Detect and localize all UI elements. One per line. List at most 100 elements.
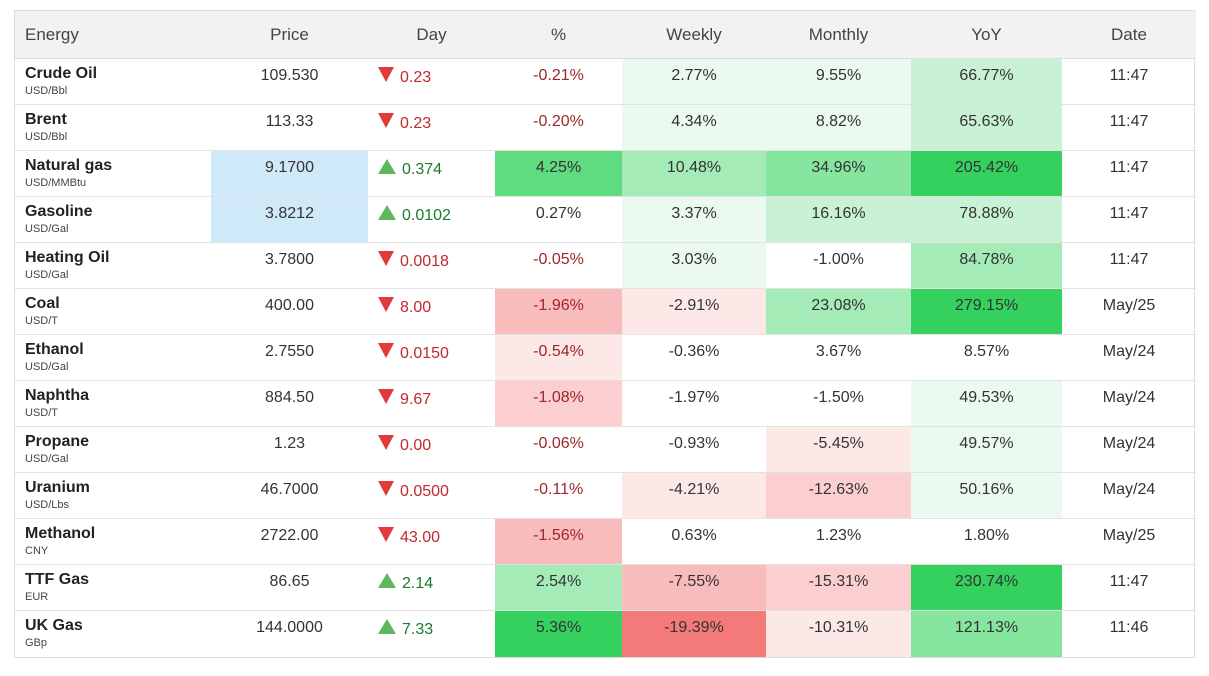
price-cell: 46.7000 (211, 472, 368, 519)
commodity-name-link[interactable]: Methanol (25, 525, 96, 542)
commodity-unit: USD/Bbl (25, 85, 68, 97)
date-cell: May/24 (1062, 334, 1196, 381)
header-day[interactable]: Day (368, 11, 495, 59)
day-change-value: 7.33 (402, 621, 434, 638)
weekly-change-cell: 3.37% (622, 196, 766, 243)
commodity-name-link[interactable]: Ethanol (25, 341, 84, 358)
monthly-change-cell: -12.63% (766, 472, 911, 519)
table-row[interactable]: Crude Oil USD/Bbl 109.530 0.23 -0.21% 2.77% 9.… (15, 58, 1196, 105)
day-change-cell: 2.14 (368, 564, 495, 611)
monthly-change-cell: 1.23% (766, 518, 911, 565)
table-row[interactable]: Natural gas USD/MMBtu 9.1700 0.374 4.25% 10.4… (15, 150, 1196, 197)
commodity-name-link[interactable]: Propane (25, 433, 90, 450)
day-change-value: 0.0150 (400, 345, 449, 362)
monthly-change-cell: -10.31% (766, 610, 911, 657)
commodity-name-link[interactable]: Natural gas (25, 157, 113, 174)
commodity-name-link[interactable]: Naphtha (25, 387, 89, 404)
commodity-cell: Naphtha USD/T (15, 380, 211, 427)
table-row[interactable]: Gasoline USD/Gal 3.8212 0.0102 0.27% 3.37% 16.… (15, 196, 1196, 243)
arrow-up-icon (378, 573, 396, 588)
table-row[interactable]: Propane USD/Gal 1.23 0.00 -0.06% -0.93% -5.45%… (15, 426, 1196, 473)
day-change-value: 0.374 (402, 161, 443, 178)
table-row[interactable]: UK Gas GBp 144.0000 7.33 5.36% -19.39% -10.31%… (15, 610, 1196, 657)
arrow-down-icon (378, 435, 394, 450)
monthly-change-cell: 3.67% (766, 334, 911, 381)
weekly-change-cell: 10.48% (622, 150, 766, 197)
commodity-unit: USD/Gal (25, 269, 69, 281)
commodity-name-link[interactable]: Crude Oil (25, 65, 98, 82)
header-date[interactable]: Date (1062, 11, 1196, 59)
commodity-name-link[interactable]: TTF Gas (25, 571, 90, 588)
table-row[interactable]: Heating Oil USD/Gal 3.7800 0.0018 -0.05% 3.03… (15, 242, 1196, 289)
commodity-name-link[interactable]: Heating Oil (25, 249, 110, 266)
table-row[interactable]: Coal USD/T 400.00 8.00 -1.96% -2.91% 23.08% 279… (15, 288, 1196, 335)
arrow-down-icon (378, 481, 394, 496)
commodity-unit: USD/Bbl (25, 131, 68, 143)
date-cell: May/25 (1062, 518, 1196, 565)
yoy-change-cell: 78.88% (911, 196, 1062, 243)
price-cell: 884.50 (211, 380, 368, 427)
commodity-name-link[interactable]: Brent (25, 111, 67, 128)
price-cell: 109.530 (211, 58, 368, 105)
percent-change-cell: -0.21% (495, 58, 622, 105)
arrow-down-icon (378, 67, 394, 82)
weekly-change-cell: 2.77% (622, 58, 766, 105)
header-yoy[interactable]: YoY (911, 11, 1062, 59)
monthly-change-cell: 9.55% (766, 58, 911, 105)
header-energy[interactable]: Energy (15, 11, 211, 59)
yoy-change-cell: 1.80% (911, 518, 1062, 565)
arrow-down-icon (378, 297, 394, 312)
day-change-cell: 0.0150 (368, 334, 495, 381)
day-change-cell: 0.0018 (368, 242, 495, 289)
yoy-change-cell: 121.13% (911, 610, 1062, 657)
commodity-cell: Methanol CNY (15, 518, 211, 565)
arrow-down-icon (378, 527, 394, 542)
date-cell: 11:47 (1062, 196, 1196, 243)
header-percent[interactable]: % (495, 11, 622, 59)
yoy-change-cell: 49.57% (911, 426, 1062, 473)
table-row[interactable]: Naphtha USD/T 884.50 9.67 -1.08% -1.97% -1.50%… (15, 380, 1196, 427)
commodity-cell: TTF Gas EUR (15, 564, 211, 611)
energy-table: Energy Price Day % Weekly Monthly YoY Da… (15, 11, 1196, 657)
arrow-up-icon (378, 159, 396, 174)
header-price[interactable]: Price (211, 11, 368, 59)
table-row[interactable]: Uranium USD/Lbs 46.7000 0.0500 -0.11% -4.21% -… (15, 472, 1196, 519)
weekly-change-cell: -4.21% (622, 472, 766, 519)
yoy-change-cell: 84.78% (911, 242, 1062, 289)
percent-change-cell: 2.54% (495, 564, 622, 611)
day-change-value: 0.23 (400, 115, 432, 132)
price-cell: 86.65 (211, 564, 368, 611)
date-cell: May/24 (1062, 426, 1196, 473)
commodity-name-link[interactable]: Coal (25, 295, 60, 312)
yoy-change-cell: 205.42% (911, 150, 1062, 197)
percent-change-cell: 4.25% (495, 150, 622, 197)
commodity-cell: Crude Oil USD/Bbl (15, 58, 211, 105)
commodity-name-link[interactable]: Uranium (25, 479, 90, 496)
percent-change-cell: -1.96% (495, 288, 622, 335)
yoy-change-cell: 8.57% (911, 334, 1062, 381)
commodity-name-link[interactable]: Gasoline (25, 203, 93, 220)
weekly-change-cell: 0.63% (622, 518, 766, 565)
table-row[interactable]: Brent USD/Bbl 113.33 0.23 -0.20% 4.34% 8.82% 65… (15, 104, 1196, 151)
arrow-down-icon (378, 113, 394, 128)
table-row[interactable]: TTF Gas EUR 86.65 2.14 2.54% -7.55% -15.31% 230… (15, 564, 1196, 611)
commodity-unit: EUR (25, 591, 49, 603)
table-row[interactable]: Ethanol USD/Gal 2.7550 0.0150 -0.54% -0.36% 3.… (15, 334, 1196, 381)
commodity-cell: Gasoline USD/Gal (15, 196, 211, 243)
table-row[interactable]: Methanol CNY 2722.00 43.00 -1.56% 0.63% 1.23% 1… (15, 518, 1196, 565)
day-change-value: 8.00 (400, 299, 432, 316)
header-monthly[interactable]: Monthly (766, 11, 911, 59)
price-cell: 3.7800 (211, 242, 368, 289)
monthly-change-cell: -1.00% (766, 242, 911, 289)
commodity-name-link[interactable]: UK Gas (25, 617, 83, 634)
table-header-row: Energy Price Day % Weekly Monthly YoY Da… (15, 11, 1196, 59)
yoy-change-cell: 230.74% (911, 564, 1062, 611)
arrow-up-icon (378, 619, 396, 634)
weekly-change-cell: -1.97% (622, 380, 766, 427)
monthly-change-cell: -15.31% (766, 564, 911, 611)
arrow-up-icon (378, 205, 396, 220)
header-weekly[interactable]: Weekly (622, 11, 766, 59)
day-change-value: 0.0018 (400, 253, 449, 270)
weekly-change-cell: -7.55% (622, 564, 766, 611)
commodity-cell: Coal USD/T (15, 288, 211, 335)
